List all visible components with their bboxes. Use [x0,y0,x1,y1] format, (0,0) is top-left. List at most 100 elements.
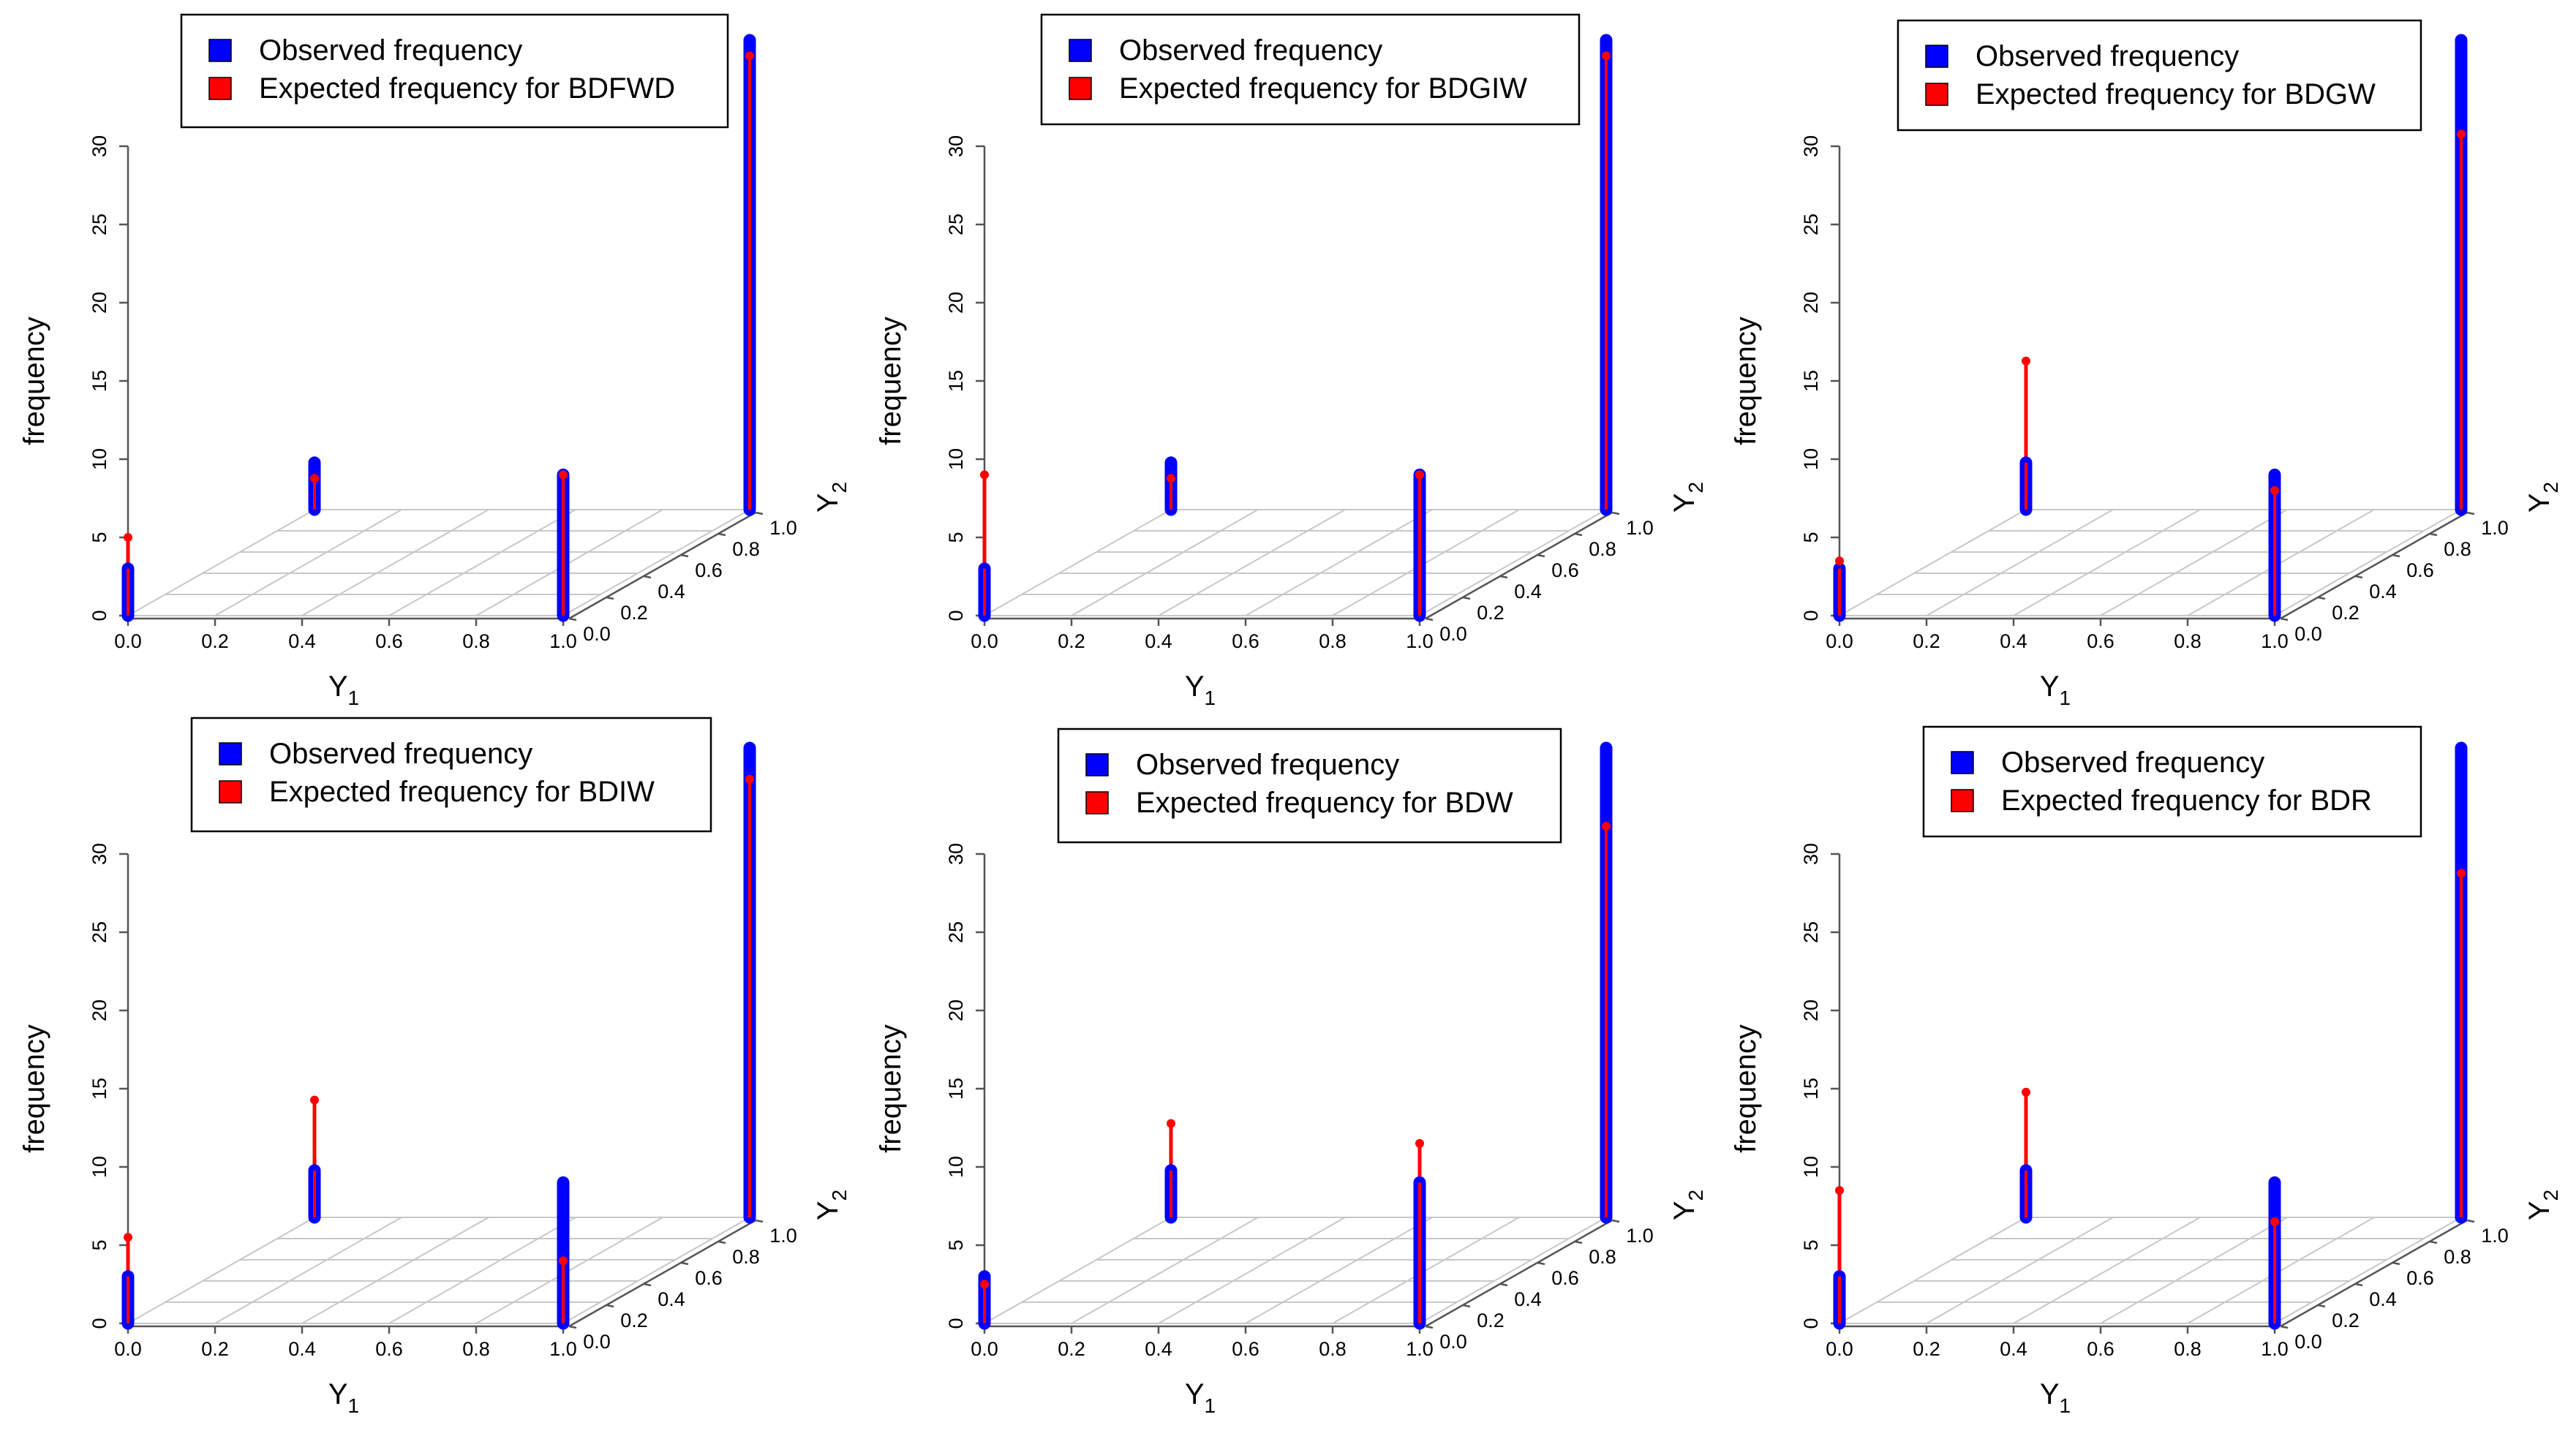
legend-swatch-observed [1085,753,1109,776]
y1-axis-title: Y1 [1185,1378,1216,1417]
z-tick-label: 25 [945,921,967,943]
y2-tick [1462,1304,1471,1308]
bar-00 [1833,1186,1846,1330]
grid-line-y1 [1245,1217,1433,1324]
y1-axis-subscript: 1 [348,1394,360,1417]
y1-tick-label: 1.0 [2261,630,2289,652]
bar-01 [2019,1087,2033,1224]
legend-box [190,717,712,833]
legend-label-observed: Observed frequency [269,738,532,770]
bar-01 [2019,356,2033,516]
y1-tick-label: 0.4 [1145,630,1172,652]
floor-grid [127,1217,750,1324]
y2-tick-label: 0.8 [732,538,760,560]
legend-box [1040,13,1581,126]
y2-tick [1425,617,1434,621]
z-tick-label: 5 [1800,1239,1822,1250]
z-tick-label: 25 [88,213,110,235]
floor-grid [1839,1217,2462,1324]
expected-point [2022,356,2030,366]
y2-tick-label: 0.0 [1439,623,1467,645]
y1-axis-subscript: 1 [2060,687,2071,709]
y1-axis-title: Y1 [2040,670,2071,709]
z-tick-label: 5 [1800,532,1822,543]
y1-tick-label: 0.0 [971,1338,998,1360]
z-tick-label: 10 [1800,448,1822,470]
grid-line-y1 [2274,509,2462,616]
grid-line-y1 [2013,1217,2201,1324]
legend-swatch-observed [208,39,232,62]
y1-tick-label: 0.8 [1319,630,1347,652]
y1-tick-label: 0.6 [2087,1338,2114,1360]
axes [127,854,756,1328]
y2-tick-label: 0.2 [2332,602,2360,624]
y2-tick [1574,1240,1583,1244]
expected-point [745,51,754,61]
y1-tick-label: 0.8 [462,630,490,652]
z-tick-label: 30 [945,135,967,157]
legend-box [1057,728,1562,844]
bar-11 [743,741,756,1224]
y1-tick-label: 1.0 [1406,630,1434,652]
y2-tick-label: 0.6 [1551,1267,1579,1289]
grid-line-y1 [2100,1217,2288,1324]
y2-tick [606,1304,614,1308]
y1-tick-label: 0.4 [1145,1338,1172,1360]
floor-grid [984,1217,1607,1324]
y2-tick-label: 1.0 [2481,517,2509,539]
y1-tick-label: 0.0 [1826,1338,1853,1360]
y1-tick-label: 0.6 [375,1338,403,1360]
z-axis-title: frequency [875,317,907,445]
bar-11 [1600,741,1613,1224]
z-tick-label: 15 [88,1078,110,1100]
legend-3: Observed frequency Expected frequency for… [1897,19,2422,132]
y1-tick-label: 0.2 [1058,1338,1085,1360]
expected-point [559,470,568,480]
z-tick-label: 30 [945,843,967,865]
y2-tick-label: 0.4 [658,1288,685,1310]
y2-tick-label: 0.2 [1477,1310,1504,1331]
legend-swatch-expected [208,77,232,100]
axes [983,854,1613,1328]
chart-panel-4: 0 5 10 15 20 25 30 0.0 0.2 0.4 0.6 0.8 1.0 0.0 0.2 0.4 0… [18,741,851,1417]
y2-tick-label: 0.8 [1589,538,1616,560]
bar-10 [1413,1138,1426,1330]
y1-tick-label: 0.4 [288,1338,316,1360]
expected-point [2457,129,2466,139]
y2-tick-label: 0.2 [620,602,648,624]
grid-line-y1 [984,1217,1172,1324]
z-tick-label: 25 [88,921,110,943]
y2-axis-subscript: 2 [2539,482,2562,494]
expected-point [1602,822,1611,831]
y1-axis-subscript: 1 [1205,1394,1216,1417]
y2-tick-label: 0.0 [2294,623,2322,645]
axes [127,146,756,620]
z-tick-label: 0 [945,610,967,621]
legend-5: Observed frequency Expected frequency for… [1057,728,1562,844]
y2-tick-label: 1.0 [769,1225,797,1247]
y2-tick [755,511,764,515]
legend-swatch-expected [1085,791,1109,815]
y2-axis-title: Y2 [812,1190,851,1220]
y1-axis-subscript: 1 [1205,687,1216,709]
bar-10 [2268,468,2281,622]
y2-axis-line [568,1219,756,1328]
y1-tick-label: 0.6 [1232,1338,1259,1360]
bar-00 [978,1270,991,1330]
grid-line-y1 [1419,509,1607,616]
grid-line-y1 [1071,1217,1259,1324]
y2-tick [1537,1261,1545,1266]
y2-tick [2466,511,2475,515]
y2-tick [643,1282,652,1287]
y2-tick [1499,1282,1508,1287]
grid-line-y1 [1158,509,1346,616]
axes [983,146,1613,620]
y2-axis-line [568,511,756,620]
y2-tick [1425,1325,1434,1329]
y2-tick [680,1261,689,1266]
bar-10 [557,1176,570,1330]
grid-line-y1 [1245,509,1433,616]
expected-point [124,533,132,542]
z-tick-label: 0 [88,1318,110,1329]
legend-label-expected: Expected frequency for BDR [2001,785,2372,817]
